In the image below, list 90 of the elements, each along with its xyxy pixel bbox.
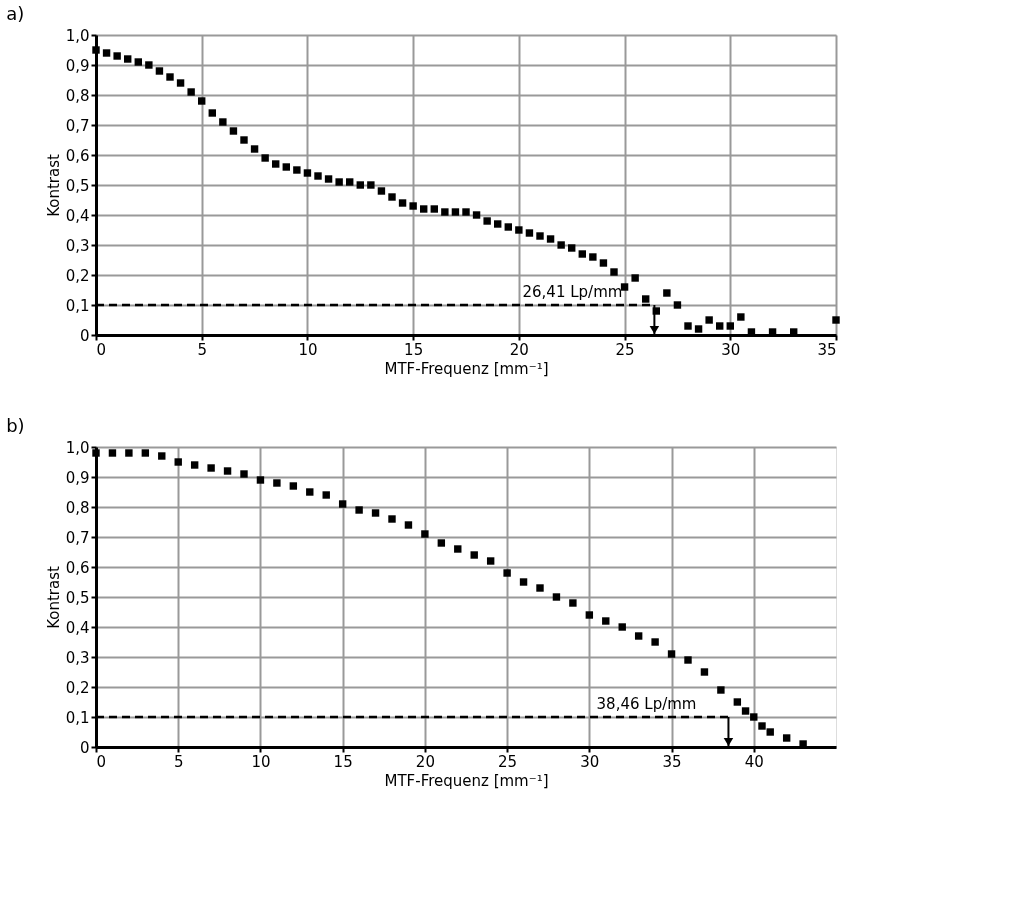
point [437, 539, 446, 547]
x-tick-label: 35 [817, 340, 837, 359]
annotation: 38,46 Lp/mm [596, 695, 697, 713]
point [289, 482, 298, 490]
point [141, 449, 150, 457]
y-tick-label: 0,5 [65, 176, 90, 195]
point [782, 734, 791, 742]
x-axis-title: MTF-Frequenz [mm⁻¹] [384, 359, 549, 378]
y-tick-label: 0,7 [65, 528, 90, 547]
point [741, 707, 750, 715]
x-tick-label: 20 [415, 752, 435, 771]
y-axis-title: Kontrast [44, 154, 63, 217]
y-tick-label: 0,1 [65, 708, 90, 727]
x-tick-label: 0 [96, 752, 107, 771]
x-tick-label: 30 [721, 340, 741, 359]
x-tick-label: 15 [404, 340, 424, 359]
point [618, 623, 626, 631]
x-tick-label: 40 [744, 752, 764, 771]
point [223, 467, 232, 475]
y-tick-label: 0,3 [65, 648, 90, 667]
x-tick-label: 5 [173, 752, 184, 771]
point [322, 491, 330, 499]
point [758, 722, 766, 730]
y-tick-label: 0,4 [65, 618, 90, 637]
point [207, 464, 215, 472]
point [700, 668, 709, 676]
point [371, 509, 380, 517]
y-tick-label: 0,6 [65, 146, 90, 165]
y-tick-label: 1,0 [65, 438, 90, 457]
x-tick-label: 0 [96, 340, 107, 359]
point [766, 728, 774, 736]
point [750, 713, 758, 721]
point [503, 569, 511, 577]
point [486, 557, 495, 565]
point [108, 449, 117, 457]
point [569, 599, 577, 607]
point [602, 617, 610, 625]
chart-title: b) [6, 415, 25, 436]
x-tick-label: 25 [498, 752, 518, 771]
y-tick-label: 0 [79, 738, 90, 757]
x-tick-label: 5 [197, 340, 207, 359]
point [717, 686, 725, 694]
point [585, 611, 594, 619]
point [421, 530, 429, 538]
y-tick-label: 0,5 [65, 588, 90, 607]
y-tick-label: 0,2 [65, 678, 90, 697]
point [306, 488, 314, 496]
x-axis-title: MTF-Frequenz [mm⁻¹] [384, 771, 549, 790]
x-tick-label: 10 [298, 340, 318, 359]
point [190, 461, 199, 469]
point [733, 698, 742, 706]
y-tick-label: 0,9 [65, 56, 90, 75]
point [667, 650, 676, 658]
y-tick-label: 0,9 [65, 468, 90, 487]
point [552, 593, 561, 601]
point [454, 545, 462, 553]
y-tick-label: 0,6 [65, 558, 90, 577]
point [256, 476, 265, 484]
chart-title: a) [6, 3, 25, 24]
x-tick-label: 30 [580, 752, 600, 771]
point [651, 638, 659, 646]
point [240, 470, 248, 478]
x-tick-label: 25 [615, 340, 635, 359]
point [519, 578, 528, 586]
point [273, 479, 281, 487]
x-tick-label: 35 [662, 752, 682, 771]
point [174, 458, 182, 466]
x-tick-label: 10 [251, 752, 271, 771]
y-tick-label: 0,8 [65, 86, 90, 105]
y-tick-label: 0,7 [65, 116, 90, 135]
point [158, 452, 166, 460]
point [338, 500, 347, 508]
point [470, 551, 478, 559]
point [404, 521, 413, 529]
point [125, 449, 133, 457]
y-tick-label: 0 [79, 326, 90, 345]
point [536, 584, 544, 592]
x-tick-label: 15 [333, 752, 353, 771]
y-axis-title: Kontrast [44, 566, 63, 629]
y-tick-label: 0,2 [65, 266, 90, 285]
point [388, 515, 396, 523]
y-tick-label: 0,4 [65, 206, 90, 225]
y-tick-label: 0,8 [65, 498, 90, 517]
y-tick-label: 1,0 [65, 26, 90, 45]
point [355, 506, 363, 514]
point [634, 632, 643, 640]
y-tick-label: 0,3 [65, 236, 90, 255]
point [684, 656, 692, 664]
x-tick-label: 20 [509, 340, 529, 359]
y-tick-label: 0,1 [65, 296, 90, 315]
